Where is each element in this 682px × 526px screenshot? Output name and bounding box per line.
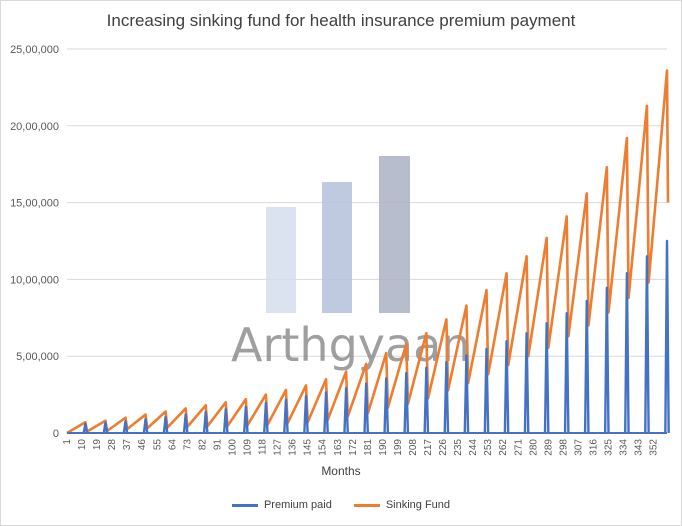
watermark-bar [322, 182, 352, 313]
legend-label-premium-paid: Premium paid [263, 499, 332, 511]
x-tick-label: 235 [453, 439, 464, 456]
series-spike-premium-paid [303, 394, 309, 434]
x-tick-label: 334 [619, 439, 630, 456]
series-spike-premium-paid [543, 321, 550, 434]
x-tick-label: 343 [634, 439, 645, 456]
series-spike-premium-paid [483, 347, 490, 434]
x-tick-label: 217 [423, 439, 434, 456]
series-spike-premium-paid [283, 398, 289, 434]
x-tick-label: 10 [77, 439, 88, 451]
x-tick-label: 271 [513, 439, 524, 456]
series-spike-premium-paid [563, 311, 570, 434]
series-spike-premium-paid [323, 391, 329, 434]
watermark-bar [266, 207, 296, 313]
legend-swatch-sinking-fund [353, 503, 380, 507]
x-tick-label: 19 [92, 439, 103, 451]
series-spike-premium-paid [463, 354, 470, 434]
x-tick-label: 316 [588, 439, 599, 456]
x-tick-label: 145 [303, 439, 314, 456]
series-spike-premium-paid [423, 366, 430, 434]
series-spike-premium-paid [142, 417, 149, 434]
x-tick-label: 199 [393, 439, 404, 456]
series-spike-premium-paid [624, 272, 630, 434]
series-spike-premium-paid [664, 239, 670, 434]
y-tick-label: 15,00,000 [10, 198, 59, 210]
x-tick-label: 163 [333, 439, 344, 456]
series-spike-premium-paid [583, 299, 590, 434]
x-tick-label: 244 [468, 439, 479, 456]
x-tick-label: 289 [543, 439, 554, 456]
x-tick-label: 280 [528, 439, 539, 456]
series-spike-premium-paid [603, 286, 610, 434]
x-tick-label: 352 [649, 439, 660, 456]
x-tick-label: 55 [152, 439, 163, 451]
legend-swatch-premium-paid [231, 503, 258, 507]
y-tick-label: 0 [53, 428, 59, 440]
x-tick-label: 253 [483, 439, 494, 456]
series-line-sinking-fund [66, 69, 670, 435]
series-spike-premium-paid [263, 401, 269, 434]
x-tick-label: 226 [438, 439, 449, 456]
x-tick-label: 73 [182, 439, 193, 451]
series-spike-premium-paid [363, 382, 370, 434]
x-tick-label: 154 [318, 439, 329, 456]
x-tick-label: 46 [137, 439, 148, 451]
x-tick-label: 298 [558, 439, 569, 456]
series-spike-premium-paid [523, 331, 530, 434]
x-tick-label: 1 [62, 439, 73, 445]
legend: Premium paid Sinking Fund [1, 499, 681, 511]
series-spike-premium-paid [222, 407, 229, 434]
y-tick-label: 10,00,000 [10, 274, 59, 286]
x-tick-label: 208 [408, 439, 419, 456]
x-tick-label: 181 [363, 439, 374, 456]
x-tick-label: 109 [243, 439, 254, 456]
series-spike-premium-paid [182, 413, 189, 434]
series-spike-premium-paid [443, 360, 450, 434]
y-tick-label: 25,00,000 [10, 44, 59, 56]
x-tick-label: 64 [167, 439, 178, 451]
legend-item-premium-paid: Premium paid [231, 499, 332, 511]
x-tick-label: 37 [122, 439, 133, 451]
y-tick-label: 5,00,000 [16, 351, 59, 363]
series-spike-premium-paid [82, 422, 89, 434]
x-tick-label: 28 [107, 439, 118, 451]
series-spike-premium-paid [383, 377, 390, 434]
chart-title: Increasing sinking fund for health insur… [106, 11, 576, 30]
watermark-bar [379, 156, 410, 313]
x-tick-label: 127 [273, 439, 284, 456]
legend-item-sinking-fund: Sinking Fund [353, 499, 451, 511]
x-tick-label: 82 [197, 439, 208, 451]
series-spike-premium-paid [122, 420, 129, 434]
x-tick-label: 190 [378, 439, 389, 456]
series-spike-premium-paid [503, 339, 510, 434]
legend-label-sinking-fund: Sinking Fund [385, 499, 451, 511]
series-spike-premium-paid [343, 386, 349, 434]
x-tick-label: 307 [573, 439, 584, 456]
series-spike-premium-paid [202, 410, 209, 434]
series-spike-premium-paid [403, 371, 410, 434]
series-spike-premium-paid [242, 405, 249, 434]
x-tick-label: 118 [258, 439, 269, 455]
x-tick-label: 325 [604, 439, 615, 456]
x-tick-label: 172 [348, 439, 359, 456]
x-tick-label: 100 [227, 439, 238, 456]
x-tick-label: 91 [212, 439, 223, 451]
series-spike-premium-paid [644, 255, 650, 434]
series-spike-premium-paid [102, 421, 109, 434]
x-tick-label: 136 [288, 439, 299, 456]
x-tick-label: 262 [498, 439, 509, 456]
y-tick-label: 20,00,000 [10, 121, 59, 133]
x-axis-title: Months [321, 464, 361, 478]
watermark-text: Arthgyaan [231, 318, 471, 372]
series-spike-premium-paid [162, 415, 169, 434]
